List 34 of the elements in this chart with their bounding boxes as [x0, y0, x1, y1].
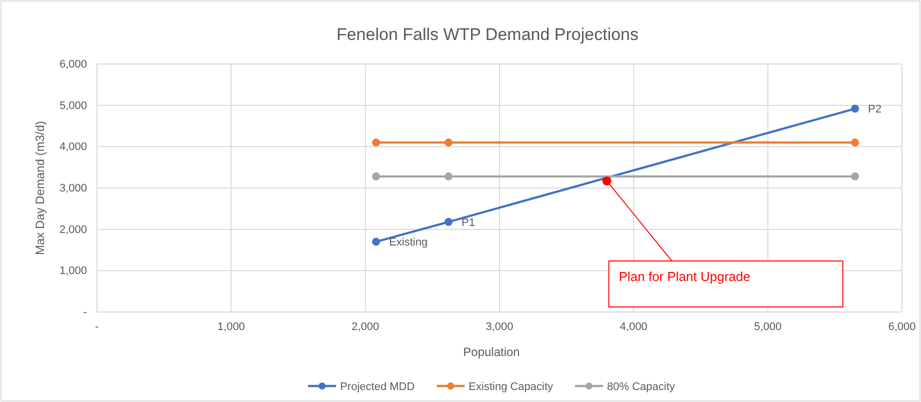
legend-label: Existing Capacity	[468, 381, 554, 393]
point	[372, 172, 380, 180]
y-tick-label: -	[83, 306, 88, 319]
point	[851, 104, 860, 113]
point	[444, 218, 453, 226]
point	[444, 172, 453, 180]
point	[372, 238, 380, 246]
x-tick-label: 3,000	[486, 320, 514, 333]
x-tick-label: 4,000	[620, 320, 648, 333]
y-axis-title: Max Day Demand (m3/d)	[33, 120, 47, 256]
legend-label: Projected MDD	[340, 381, 415, 393]
point	[851, 138, 860, 147]
x-tick-label: 1,000	[217, 320, 245, 333]
point	[851, 172, 860, 180]
x-tick-label: -	[95, 320, 100, 333]
data-label: Existing	[389, 236, 428, 249]
y-tick-label: 2,000	[59, 224, 87, 236]
annotation: Plan for Plant Upgrade	[618, 268, 750, 284]
point	[372, 138, 380, 147]
x-tick-label: 2,000	[352, 320, 380, 333]
x-tick-label: 5,000	[754, 320, 782, 333]
data-label: P1	[462, 216, 475, 229]
y-tick-label: 1,000	[59, 265, 87, 278]
legend-label: 80% Capacity	[607, 381, 676, 393]
data-label: P2	[868, 104, 882, 116]
point	[602, 176, 612, 186]
x-tick-label: 6,000	[888, 320, 916, 333]
x-axis-title: Population	[463, 345, 520, 359]
y-tick-label: 3,000	[59, 182, 87, 195]
y-tick-label: 4,000	[59, 141, 87, 154]
point	[444, 138, 453, 147]
chart-title: Fenelon Falls WTP Demand Projections	[336, 25, 639, 44]
y-tick-label: 5,000	[59, 100, 87, 112]
y-tick-label: 6,000	[59, 58, 87, 71]
